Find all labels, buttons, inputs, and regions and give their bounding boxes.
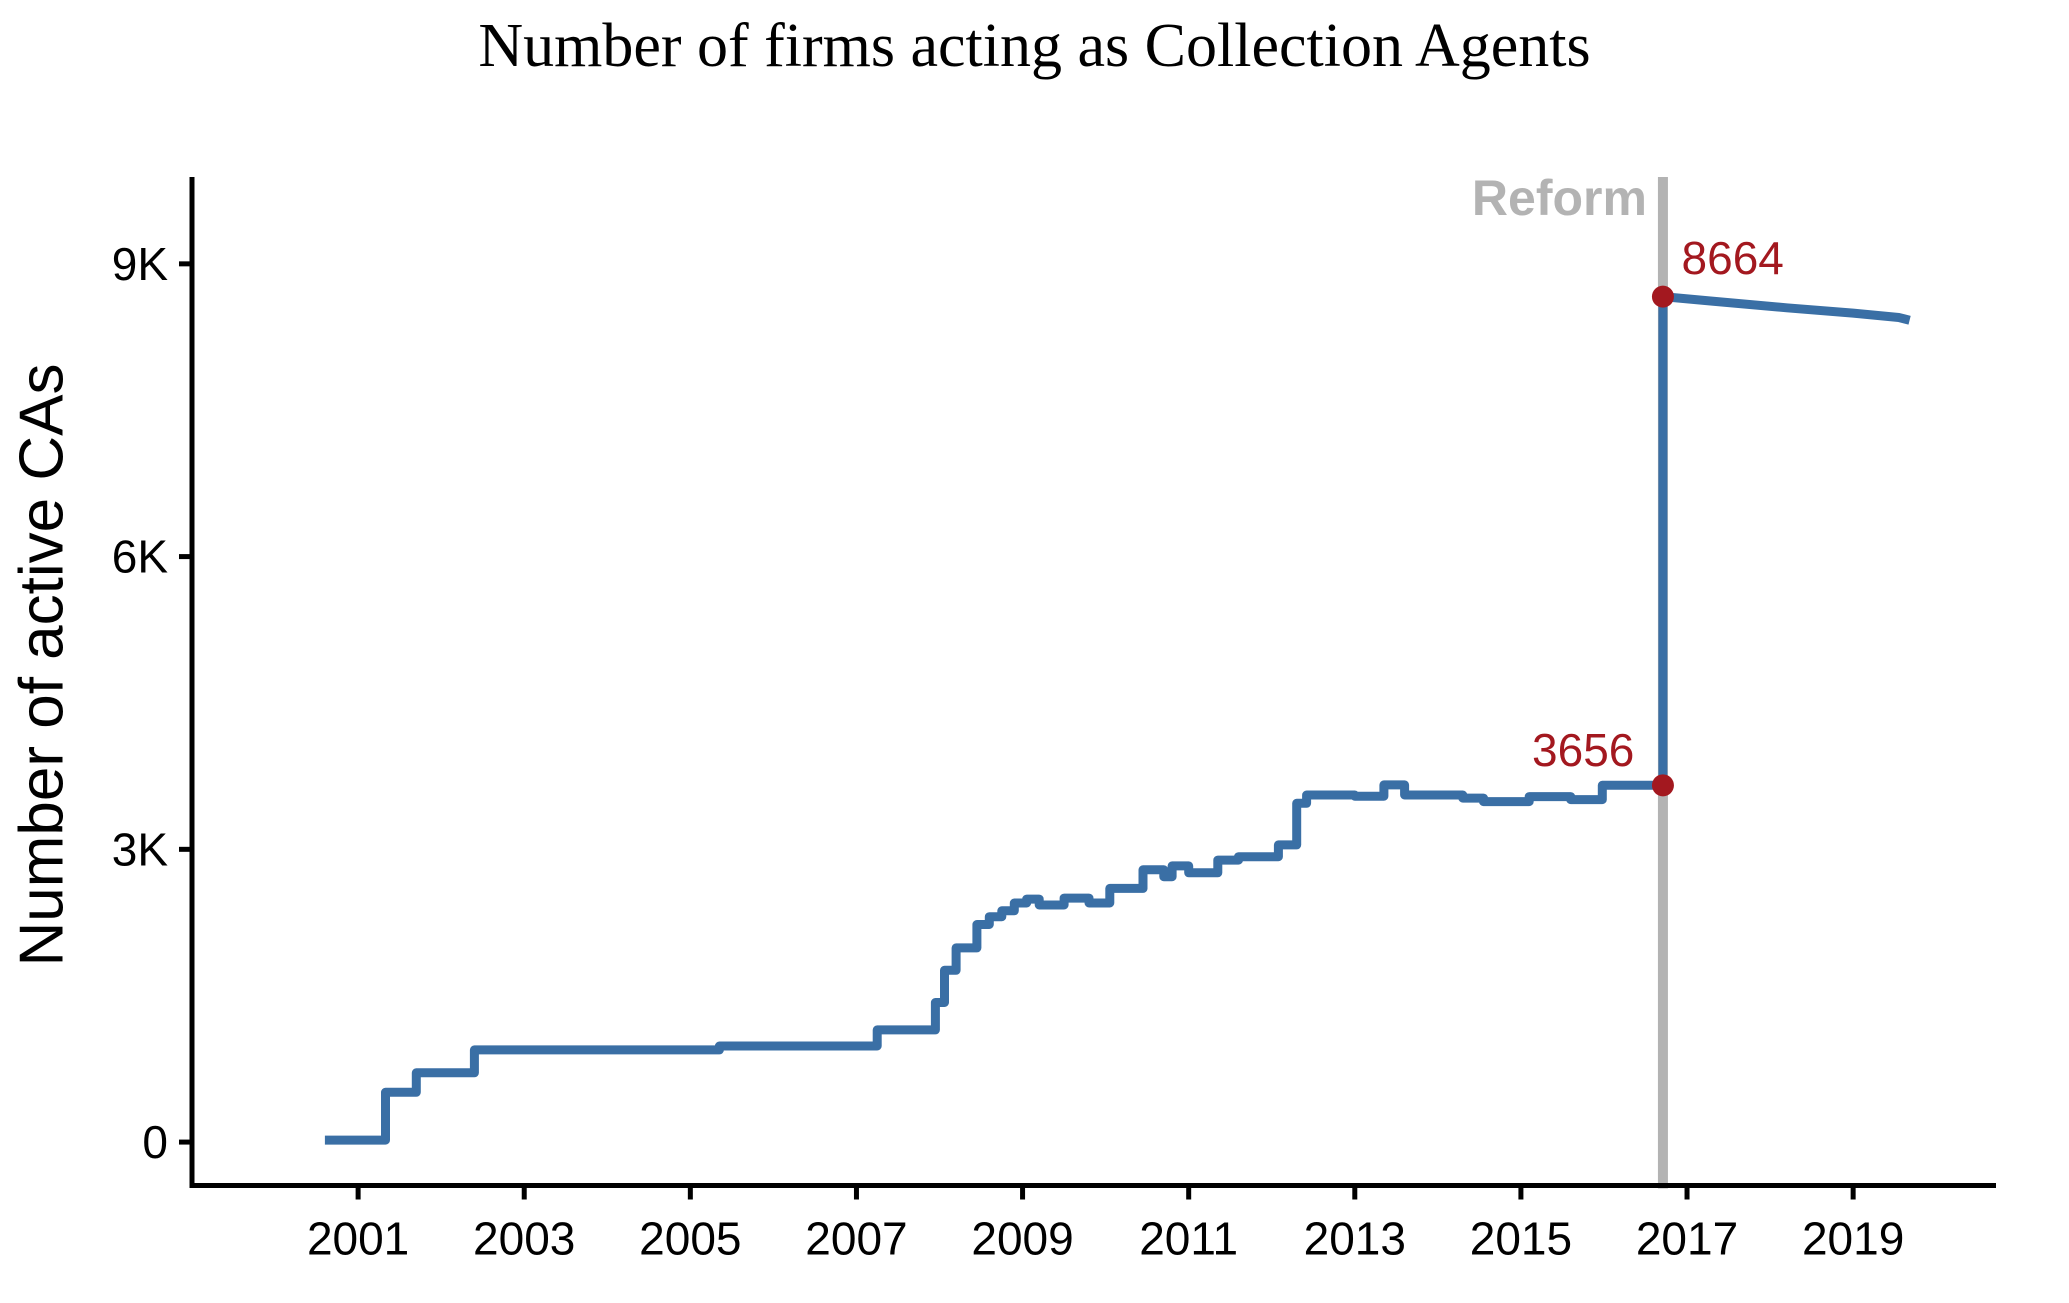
y-tick-label: 9K [112, 238, 169, 290]
annotation-8664: 8664 [1682, 232, 1784, 284]
x-tick-label: 2009 [971, 1213, 1073, 1265]
annotation-3656: 3656 [1532, 724, 1634, 776]
y-tick-label: 6K [112, 531, 169, 583]
x-tick-label: 2017 [1636, 1213, 1738, 1265]
x-tick-label: 2003 [473, 1213, 575, 1265]
y-tick-label: 3K [112, 823, 169, 875]
x-tick-label: 2013 [1304, 1213, 1406, 1265]
x-tick-label: 2011 [1139, 1213, 1238, 1265]
y-tick-label: 0 [142, 1116, 168, 1168]
marker-dot [1651, 285, 1674, 308]
reform-label: Reform [1472, 170, 1647, 226]
series-active-CAs-post-reform [1658, 292, 1911, 786]
x-tick-label: 2001 [307, 1213, 409, 1265]
x-tick-label: 2005 [639, 1213, 741, 1265]
x-tick-label: 2019 [1802, 1213, 1904, 1265]
x-tick-label: 2015 [1470, 1213, 1572, 1265]
chart-title: Number of firms acting as Collection Age… [478, 12, 1591, 80]
x-tick-label: 2007 [805, 1213, 907, 1265]
marker-dot [1651, 774, 1674, 797]
series-active-CAs-pre-reform [324, 780, 1663, 1145]
